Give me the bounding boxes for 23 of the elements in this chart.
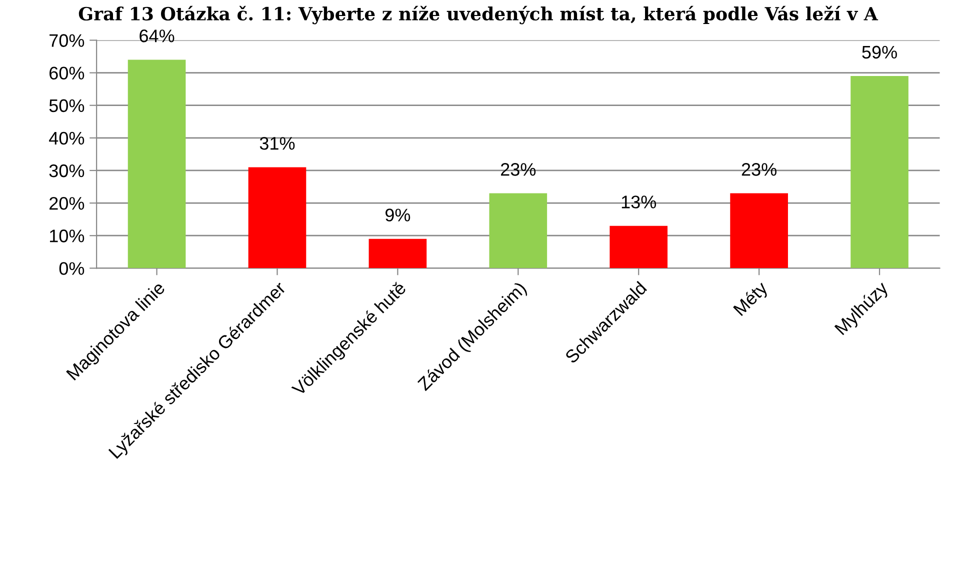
y-tick-label: 10% (50, 230, 84, 242)
y-tick-label: 40% (49, 132, 84, 145)
data-label: 31% (260, 136, 295, 150)
data-label: 23% (500, 163, 536, 176)
data-label: 59% (862, 46, 897, 59)
data-label: 9% (385, 208, 410, 222)
bar (730, 193, 788, 268)
bar (610, 226, 668, 268)
y-tick-label: 60% (50, 66, 84, 80)
bar (489, 193, 548, 268)
bar (850, 76, 908, 268)
y-tick-label: 50% (49, 99, 84, 112)
bar (248, 167, 306, 268)
data-label: 13% (622, 196, 656, 208)
y-tick-label: 20% (50, 196, 84, 210)
y-tick-label: 0% (59, 262, 84, 275)
data-label: 64% (140, 30, 174, 42)
bar (128, 60, 186, 268)
y-tick-label: 70% (50, 34, 84, 47)
data-label: 23% (742, 163, 776, 176)
y-tick-label: 30% (49, 164, 84, 178)
chart-title: Graf 13 Otázka č. 11: Vyberte z níže uvedených míst ta, která podle Vás leží v A (78, 6, 878, 24)
bar (368, 238, 427, 268)
